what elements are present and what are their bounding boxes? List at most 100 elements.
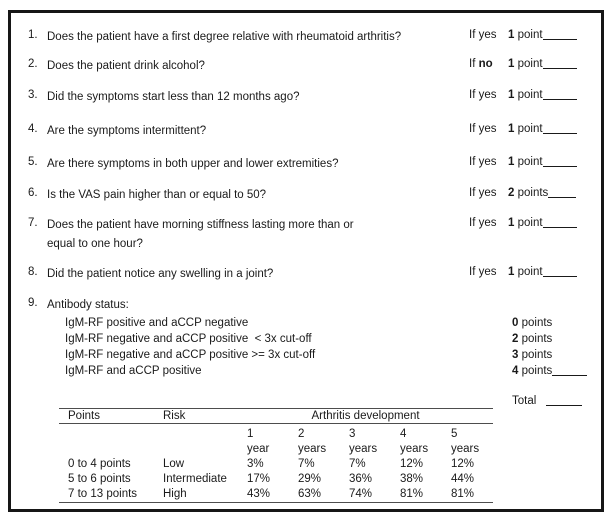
value-cell: 29%: [298, 473, 322, 485]
total-blank[interactable]: [546, 394, 583, 406]
points-unit: points: [521, 317, 553, 329]
points-blank[interactable]: [542, 28, 577, 40]
points-value: 1: [508, 156, 515, 168]
condition-prefix: If: [469, 217, 476, 229]
condition-word: yes: [478, 266, 497, 278]
points-value: 1: [508, 89, 515, 101]
value-cell: 7%: [298, 458, 315, 470]
points-blank[interactable]: [542, 122, 577, 134]
points-range-cell: 5 to 6 points: [68, 473, 131, 485]
antibody-option-3: IgM-RF negative and aCCP positive >= 3x …: [65, 349, 316, 361]
points-blank[interactable]: [542, 155, 577, 167]
question-text: Does the patient have morning stiffness …: [47, 219, 354, 250]
year-col-header-5: 5 years: [451, 428, 480, 455]
condition-label: If yes: [469, 265, 497, 279]
value-cell: 81%: [442, 487, 494, 503]
total-row: Total: [512, 394, 583, 408]
points-label: 1 point: [508, 265, 577, 279]
points-value: 1: [508, 266, 515, 278]
question-text: Antibody status:: [47, 299, 129, 311]
antibody-option-4: IgM-RF and aCCP positive: [65, 365, 202, 377]
value-cell: 38%: [400, 473, 424, 485]
question-number: 9.: [28, 297, 38, 309]
condition-word: yes: [478, 123, 497, 135]
question-number: 3.: [28, 89, 38, 101]
points-blank[interactable]: [542, 216, 577, 228]
question-text: Is the VAS pain higher than or equal to …: [47, 189, 267, 201]
value-cell: 43%: [238, 487, 289, 503]
points-unit: points: [521, 349, 553, 361]
points-value: 1: [508, 58, 515, 70]
condition-word: yes: [478, 29, 497, 41]
total-label: Total: [512, 395, 537, 407]
value-cell: 44%: [451, 473, 475, 485]
points-unit: point: [517, 217, 543, 229]
points-unit: point: [517, 266, 543, 278]
risk-table-header-row: Points Risk Arthritis development: [59, 408, 494, 424]
question-number: 7.: [28, 217, 38, 229]
points-unit: points: [521, 333, 553, 345]
condition-prefix: If: [469, 123, 476, 135]
points-value: 1: [508, 29, 515, 41]
points-value: 4: [512, 365, 519, 377]
points-unit: points: [517, 187, 549, 199]
year-col-header-2: 2 years: [298, 428, 327, 455]
points-value: 1: [508, 123, 515, 135]
points-unit: point: [517, 58, 543, 70]
risk-level-cell: Intermediate: [163, 473, 227, 485]
condition-word: yes: [478, 187, 497, 199]
antibody-points-1: 0 points: [512, 315, 552, 331]
question-text: Are there symptoms in both upper and low…: [47, 158, 339, 170]
points-blank[interactable]: [542, 57, 577, 69]
points-value: 1: [508, 217, 515, 229]
condition-label: If yes: [469, 186, 497, 200]
condition-word: yes: [478, 89, 497, 101]
value-cell: 36%: [349, 473, 373, 485]
year-col-header-3: 3 years: [349, 428, 378, 455]
condition-word: yes: [478, 217, 497, 229]
points-range-cell: 0 to 4 points: [68, 458, 131, 470]
antibody-points-2: 2 points: [512, 331, 552, 347]
points-value: 2: [508, 187, 515, 199]
question-number: 4.: [28, 123, 38, 135]
points-blank[interactable]: [542, 265, 577, 277]
condition-label: If yes: [469, 88, 497, 102]
value-cell: 17%: [247, 473, 271, 485]
points-blank[interactable]: [552, 364, 588, 376]
question-number: 5.: [28, 156, 38, 168]
points-unit: points: [521, 365, 553, 377]
points-unit: point: [517, 89, 543, 101]
antibody-points-3: 3 points: [512, 347, 552, 363]
points-blank[interactable]: [548, 186, 577, 198]
points-label: 1 point: [508, 122, 577, 136]
condition-word: yes: [478, 156, 497, 168]
points-unit: point: [517, 156, 543, 168]
points-label: 1 point: [508, 28, 577, 42]
condition-prefix: If: [469, 89, 476, 101]
points-value: 3: [512, 349, 519, 361]
risk-table-year-row: 1 year 2 years 3 years 4 years 5 years: [59, 424, 493, 458]
condition-label: If yes: [469, 216, 497, 230]
col-header-risk: Risk: [154, 408, 238, 424]
risk-table: Points Risk Arthritis development 1 year …: [59, 408, 494, 503]
question-number: 2.: [28, 58, 38, 70]
value-cell: 81%: [391, 487, 442, 503]
year-col-header-4: 4 years: [400, 428, 429, 455]
question-text: Does the patient drink alcohol?: [47, 60, 205, 72]
risk-table-row-intermediate: 5 to 6 points Intermediate 17% 29% 36% 3…: [59, 472, 493, 487]
risk-table-row-low: 0 to 4 points Low 3% 7% 7% 12% 12%: [59, 457, 493, 472]
condition-label: If no: [469, 57, 493, 71]
points-value: 2: [512, 333, 519, 345]
risk-table-row-high: 7 to 13 points High 43% 63% 74% 81% 81%: [59, 487, 494, 503]
condition-prefix: If: [469, 187, 476, 199]
col-header-points: Points: [59, 408, 154, 424]
question-number: 8.: [28, 266, 38, 278]
question-text: Are the symptoms intermittent?: [47, 125, 207, 137]
condition-label: If yes: [469, 122, 497, 136]
points-blank[interactable]: [542, 88, 577, 100]
question-text: Does the patient have a first degree rel…: [47, 31, 402, 43]
antibody-points-4: 4 points: [512, 363, 588, 379]
condition-label: If yes: [469, 28, 497, 42]
points-label: 1 point: [508, 155, 577, 169]
